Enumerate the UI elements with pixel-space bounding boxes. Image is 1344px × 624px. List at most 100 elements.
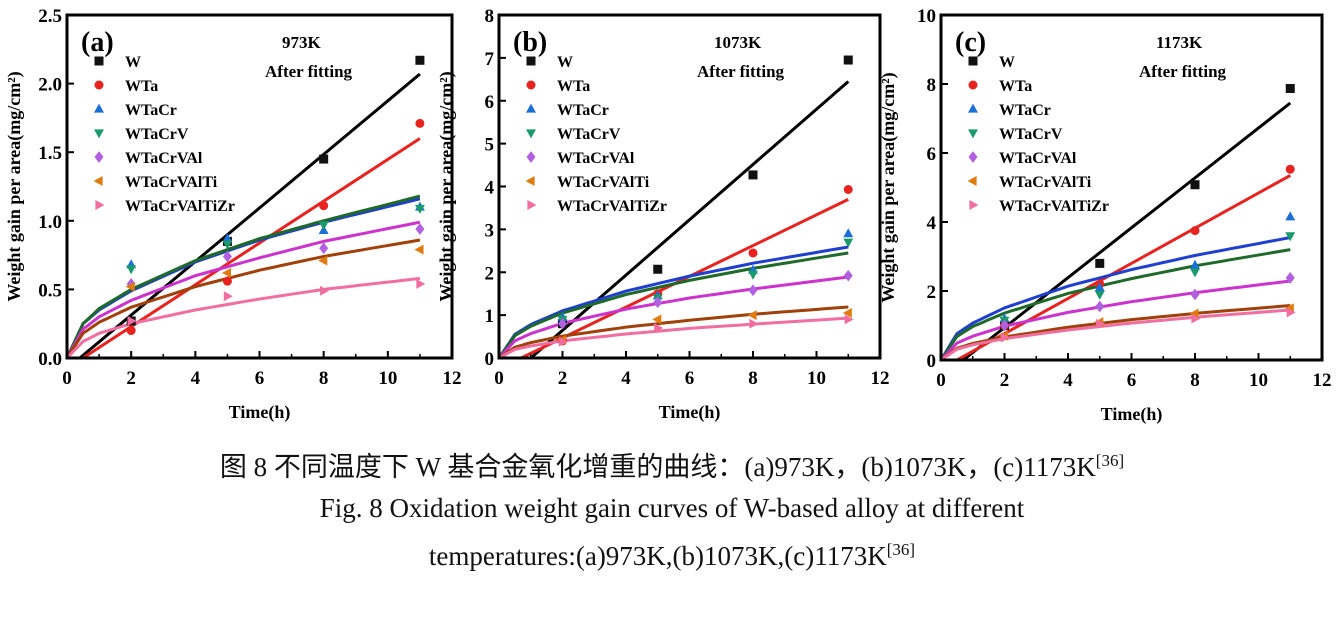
legend-marker-W — [968, 56, 978, 66]
data-point-WTaCr — [1285, 211, 1296, 221]
data-point-WTaCrV — [748, 270, 758, 280]
data-point-WTaCrV — [1094, 290, 1105, 300]
fit-line-WTaCrVAlTi — [499, 305, 849, 358]
fit-line-WTaCrV — [499, 251, 849, 358]
y-tick-label: 6 — [485, 92, 495, 113]
legend-marker-WTaCrVAl — [968, 151, 978, 163]
legend-marker-WTaCrVAlTi — [93, 176, 103, 186]
data-point-WTa — [843, 185, 853, 195]
x-tick-label: 4 — [621, 368, 631, 389]
legend-label-WTaCrVAl: WTaCrVAl — [999, 150, 1077, 167]
y-axis-label: Weight gain per area(mg/cm²) — [4, 71, 25, 301]
fit-lines — [941, 101, 1292, 360]
x-tick-label: 10 — [378, 368, 397, 389]
fit-line-W — [78, 72, 421, 358]
data-point-WTa — [222, 276, 232, 286]
legend-marker-WTaCrV — [968, 129, 978, 139]
data-point-W — [1190, 180, 1200, 190]
x-tick-label: 12 — [1313, 370, 1332, 391]
legend-label-WTaCrVAl: WTaCrVAl — [557, 150, 635, 167]
data-point-WTaCrVAl — [1000, 319, 1009, 332]
legend-marker-WTaCrV — [526, 129, 536, 139]
fit-note: After fitting — [697, 62, 785, 81]
data-point-WTaCrVAl — [653, 296, 663, 309]
fit-line-WTa — [956, 174, 1292, 360]
x-tick-label: 2 — [126, 368, 136, 389]
data-point-WTaCrVAlTiZr — [1191, 313, 1201, 324]
legend-marker-WTaCrVAlTiZr — [969, 200, 979, 210]
legend-marker-W — [526, 56, 536, 66]
data-point-WTaCrVAlTi — [1189, 308, 1199, 319]
x-axis-label: Time(h) — [1101, 404, 1163, 425]
data-point-WTaCrVAl — [319, 242, 329, 255]
x-tick-label: 4 — [191, 368, 201, 389]
legend-label-WTaCrVAlTi: WTaCrVAlTi — [557, 174, 650, 191]
data-point-WTaCrVAl — [558, 317, 567, 330]
fit-lines — [67, 72, 421, 358]
fit-line-WTaCrV — [941, 248, 1291, 360]
legend-label-W: W — [125, 54, 141, 71]
legend-marker-WTa — [526, 80, 536, 90]
data-point-WTaCrVAlTi — [652, 314, 662, 325]
chart-panel-a: 0 2 4 6 8 10 12 0.0 0.5 1.0 1.5 2.0 2.5 Time(h) Weight… — [4, 6, 462, 423]
x-axis-label: Time(h) — [229, 402, 291, 423]
x-tick-label: 2 — [558, 368, 568, 389]
caption-zh-text: 图 8 不同温度下 W 基合金氧化增重的曲线：(a)973K，(b)1073K，… — [219, 452, 1096, 482]
y-tick-label: 0 — [927, 351, 937, 372]
legend-marker-WTa — [94, 80, 104, 90]
x-tick-label: 0 — [936, 370, 946, 391]
y-axis-label: Weight gain per area(mg/cm²) — [436, 71, 457, 301]
x-tick-label: 12 — [871, 368, 890, 389]
data-point-WTa — [319, 201, 329, 211]
caption-zh-ref: [36] — [1095, 451, 1125, 470]
fit-line-W — [529, 80, 850, 358]
legend-label-WTaCrV: WTaCrV — [999, 126, 1063, 143]
data-point-W — [843, 55, 853, 65]
data-point-WTaCrVAlTiZr — [749, 318, 759, 329]
data-point-WTa — [126, 326, 136, 336]
fit-line-WTaCrVAlTi — [67, 238, 421, 358]
caption-en-ref: [36] — [886, 540, 916, 559]
legend-label-WTaCrV: WTaCrV — [125, 126, 189, 143]
x-tick-label: 6 — [255, 368, 265, 389]
data-point-WTa — [415, 118, 425, 128]
y-tick-label: 6 — [927, 144, 937, 165]
fit-line-WTaCrV — [67, 194, 421, 358]
fit-line-WTaCrVAl — [499, 275, 849, 358]
y-tick-label: 1 — [485, 306, 495, 327]
data-point-WTaCrVAlTiZr — [320, 285, 330, 296]
data-point-WTaCrVAlTi — [318, 255, 328, 266]
legend-label-WTaCr: WTaCr — [557, 102, 609, 119]
data-point-WTa — [1190, 226, 1200, 236]
data-point-WTaCrVAlTi — [222, 267, 232, 278]
data-point-WTaCrV — [318, 221, 329, 231]
legend-marker-WTaCrVAl — [526, 151, 536, 163]
x-tick-label: 10 — [807, 368, 826, 389]
data-point-WTaCrVAlTiZr — [1000, 332, 1010, 343]
x-tick-label: 8 — [319, 368, 329, 389]
y-tick-label: 7 — [485, 49, 495, 70]
y-tick-label: 0 — [485, 349, 495, 370]
y-tick-label: 8 — [927, 75, 937, 96]
fit-line-WTaCr — [941, 236, 1291, 360]
data-point-W — [415, 55, 425, 65]
x-tick-label: 6 — [685, 368, 695, 389]
legend-marker-WTaCrVAlTiZr — [527, 200, 537, 210]
legend-label-WTaCrVAl: WTaCrVAl — [125, 150, 203, 167]
fit-line-W — [962, 101, 1292, 360]
y-tick-label: 2 — [927, 282, 937, 303]
x-tick-label: 12 — [443, 368, 462, 389]
data-point-W — [653, 264, 663, 274]
fit-lines — [499, 80, 850, 358]
legend-marker-WTaCrVAlTiZr — [95, 200, 105, 210]
legend-label-WTa: WTa — [999, 78, 1032, 95]
data-point-WTaCrV — [222, 240, 233, 250]
legend-label-W: W — [557, 54, 573, 71]
y-tick-label: 2.0 — [38, 75, 62, 96]
panel-label: (a) — [81, 27, 114, 58]
x-tick-label: 2 — [1000, 370, 1010, 391]
data-point-WTaCrVAlTiZr — [1096, 318, 1106, 329]
y-tick-label: 5 — [485, 135, 495, 156]
fit-line-WTaCrVAlTiZr — [67, 276, 421, 358]
x-tick-label: 0 — [494, 368, 504, 389]
